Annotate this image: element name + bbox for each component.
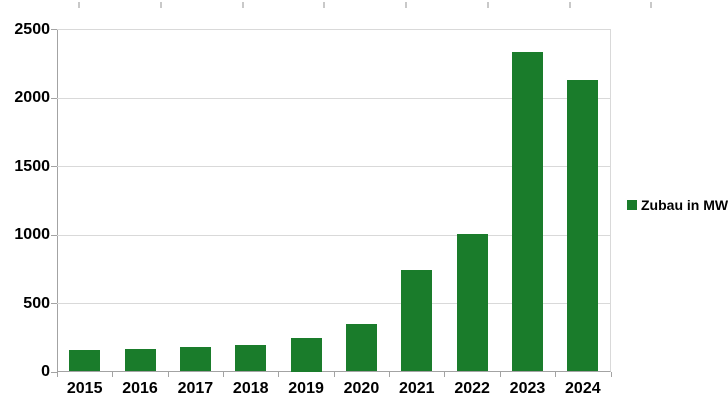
gridline xyxy=(57,166,611,167)
top-ruler-tick xyxy=(405,2,407,8)
y-axis-label: 1000 xyxy=(14,226,50,243)
bar-2023 xyxy=(511,52,543,372)
x-axis-tick xyxy=(555,372,557,377)
y-axis-tick xyxy=(51,166,57,167)
y-axis-tick xyxy=(51,303,57,304)
y-axis-tick xyxy=(51,234,57,236)
bar-2016 xyxy=(124,348,156,372)
x-axis-tick xyxy=(223,372,225,377)
x-axis-tick xyxy=(57,372,58,377)
legend-label: Zubau in MW xyxy=(641,197,728,213)
x-axis-label: 2019 xyxy=(288,380,324,397)
y-axis-label: 1500 xyxy=(14,157,50,175)
y-axis-label: 500 xyxy=(23,294,50,312)
x-axis-label: 2017 xyxy=(177,380,214,397)
x-axis-label: 2021 xyxy=(398,380,435,397)
bar-2022 xyxy=(456,233,488,372)
x-axis-tick xyxy=(389,372,391,377)
y-axis-label: 2500 xyxy=(14,20,50,38)
y-axis-label: 0 xyxy=(41,363,50,380)
bar-2019 xyxy=(290,337,322,372)
top-ruler-tick xyxy=(487,2,489,8)
bar-2020 xyxy=(345,324,377,372)
legend-swatch-icon xyxy=(627,200,637,210)
y-axis-label: 2000 xyxy=(14,89,50,106)
x-axis-tick xyxy=(333,372,335,377)
x-axis-label: 2015 xyxy=(66,380,103,397)
x-axis-label: 2016 xyxy=(122,380,158,397)
gridline xyxy=(57,29,611,30)
bar-2021 xyxy=(401,269,433,372)
top-ruler-tick xyxy=(160,2,162,8)
x-axis-label: 2024 xyxy=(565,380,601,397)
x-axis-tick xyxy=(167,372,169,377)
bar-2017 xyxy=(179,346,211,372)
bar-2024 xyxy=(567,80,599,372)
gridline xyxy=(57,97,611,99)
top-ruler-tick xyxy=(78,2,80,8)
x-axis-tick xyxy=(610,372,612,377)
x-axis-tick xyxy=(499,372,501,377)
y-axis-tick xyxy=(51,371,57,373)
gridline xyxy=(57,234,611,236)
x-axis-tick xyxy=(112,372,114,377)
gridline xyxy=(57,303,611,304)
bar-2015 xyxy=(69,350,101,372)
y-axis-tick xyxy=(51,97,57,99)
x-axis-label: 2020 xyxy=(343,380,380,397)
top-ruler-tick xyxy=(242,2,244,8)
legend: Zubau in MW xyxy=(627,197,728,213)
y-axis-tick xyxy=(51,29,57,30)
x-axis-label: 2018 xyxy=(232,380,269,397)
x-axis-tick xyxy=(444,372,446,377)
top-ruler-tick xyxy=(323,2,325,8)
top-ruler-tick xyxy=(650,2,652,8)
x-axis-label: 2022 xyxy=(454,380,490,397)
bar-2018 xyxy=(235,345,267,372)
top-ruler-tick xyxy=(569,2,571,8)
x-axis-tick xyxy=(278,372,280,377)
x-axis-label: 2023 xyxy=(509,380,546,397)
